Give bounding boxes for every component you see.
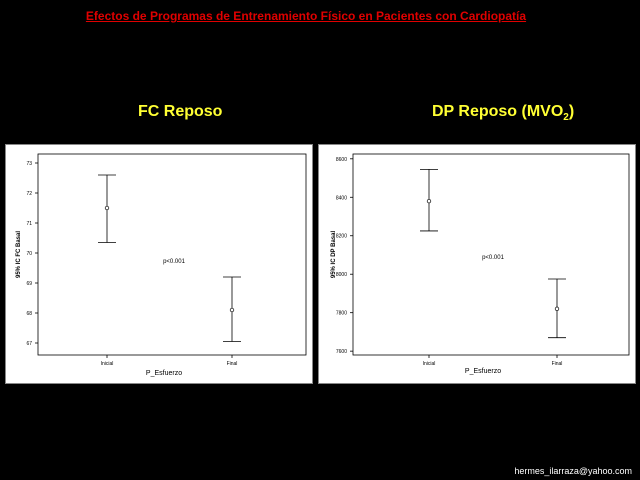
y-tick-label: 69 bbox=[26, 281, 32, 287]
fc-reposo-svg: 67 68 69 70 71 72 73 Inicial Final P_Esfuerzo 95% … bbox=[16, 153, 307, 377]
fc-reposo-chart: 67 68 69 70 71 72 73 Inicial Final P_Esfuerzo 95% … bbox=[5, 144, 313, 384]
y-tick-label: 8400 bbox=[336, 195, 347, 201]
right-panel-title: DP Reposo (MVO2) bbox=[432, 103, 574, 123]
x-tick-label: Inicial bbox=[101, 361, 114, 367]
x-tick-label: Inicial bbox=[423, 361, 436, 367]
y-tick-label: 7600 bbox=[336, 349, 347, 355]
x-axis-label: P_Esfuerzo bbox=[465, 368, 501, 375]
y-tick-label: 8000 bbox=[336, 272, 347, 278]
mean-point bbox=[554, 306, 560, 311]
y-tick-label: 8600 bbox=[336, 157, 347, 163]
plot-frame bbox=[37, 153, 307, 356]
y-tick-label: 8200 bbox=[336, 234, 347, 240]
dp-reposo-chart: 7600 7800 8000 8200 8400 8600 Inicial Final P_Es… bbox=[318, 144, 636, 384]
right-title-main: DP Reposo (MVO bbox=[432, 103, 564, 120]
right-title-end: ) bbox=[568, 103, 575, 120]
x-tick-label: Final bbox=[227, 361, 238, 367]
y-tick-label: 7800 bbox=[336, 311, 347, 317]
p-value-annotation: p<0.001 bbox=[163, 259, 186, 265]
mean-point bbox=[104, 205, 110, 211]
y-axis-label: 95% IC DP Basal bbox=[331, 231, 337, 279]
y-axis-label: 95% IC FC Basal bbox=[16, 231, 22, 278]
dp-reposo-svg: 7600 7800 8000 8200 8400 8600 Inicial Final P_Es… bbox=[331, 153, 630, 375]
plot-frame bbox=[352, 153, 630, 356]
y-tick-label: 72 bbox=[26, 191, 32, 197]
author-email: hermes_ilarraza@yahoo.com bbox=[514, 466, 632, 476]
y-tick-label: 70 bbox=[26, 251, 32, 257]
y-tick-label: 68 bbox=[26, 311, 32, 317]
y-tick-label: 71 bbox=[26, 221, 32, 227]
y-tick-label: 67 bbox=[26, 341, 32, 347]
right-title-subscript: 2 bbox=[563, 112, 569, 124]
x-axis-label: P_Esfuerzo bbox=[146, 370, 182, 377]
left-panel-title: FC Reposo bbox=[138, 103, 223, 120]
mean-point bbox=[426, 198, 432, 204]
slide-title: Efectos de Programas de Entrenamiento Fí… bbox=[85, 9, 527, 23]
y-tick-label: 73 bbox=[26, 161, 32, 167]
x-tick-label: Final bbox=[552, 361, 563, 367]
p-value-annotation: p<0.001 bbox=[482, 255, 505, 261]
mean-point bbox=[229, 307, 235, 313]
